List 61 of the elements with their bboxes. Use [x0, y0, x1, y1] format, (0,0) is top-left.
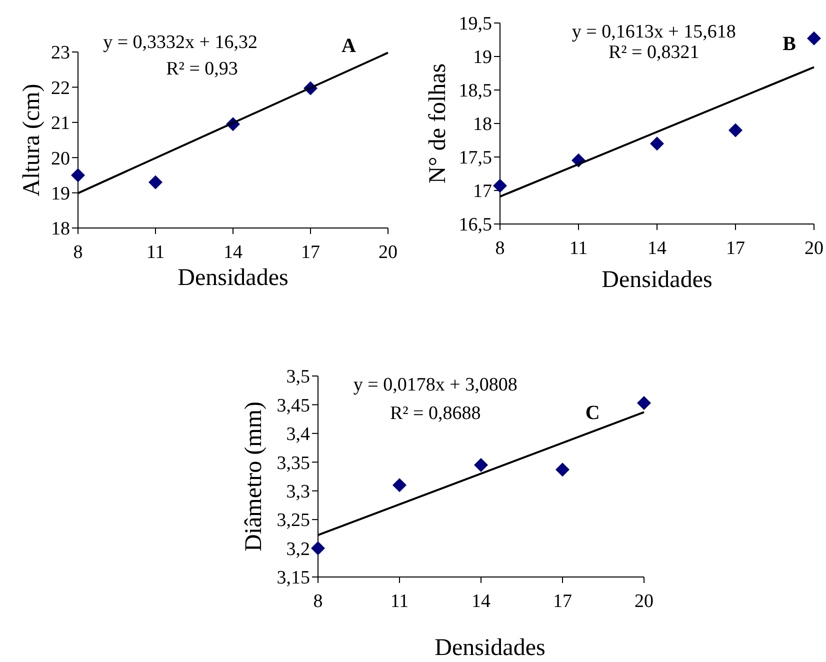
x-tick-label: 17	[553, 591, 572, 612]
y-tick-label: 19	[473, 47, 492, 68]
x-axis-title: Densidades	[602, 267, 712, 293]
annotation: B	[782, 33, 796, 56]
x-tick-label: 8	[495, 238, 505, 259]
y-axis-title: Altura (cm)	[18, 84, 45, 196]
y-axis-title: Diâmetro (mm)	[240, 402, 267, 552]
y-tick-label: 3,25	[276, 510, 310, 532]
point	[474, 458, 488, 472]
annotation: y = 0,0178x + 3,0808	[353, 374, 518, 396]
x-tick-label: 11	[146, 242, 165, 263]
point	[556, 462, 570, 477]
annotation: R² = 0,93	[166, 58, 238, 80]
point	[392, 478, 406, 492]
y-tick-label: 3,2	[286, 538, 310, 560]
annotation: y = 0,1613x + 15,618	[572, 22, 736, 43]
y-tick-label: 18	[51, 218, 70, 240]
y-tick-label: 19,5	[458, 14, 492, 35]
annotation: R² = 0,8321	[608, 42, 700, 63]
y-axis-title: N° de folhas	[424, 63, 451, 184]
x-axis-title: Densidades	[434, 635, 546, 661]
x-tick-label: 14	[648, 238, 667, 259]
y-tick-label: 17,5	[458, 148, 492, 169]
y-tick-label: 17	[473, 181, 492, 202]
y-tick-label: 23	[51, 42, 70, 64]
y-tick-label: 3,3	[286, 482, 310, 503]
annotation: A	[342, 34, 356, 57]
y-tick-label: 3,5	[286, 366, 310, 388]
y-tick-label: 3,4	[286, 424, 310, 446]
annotation: C	[585, 402, 600, 424]
x-tick-label: 20	[378, 242, 398, 263]
x-tick-label: 14	[224, 242, 243, 263]
x-tick-label: 11	[390, 591, 409, 612]
y-tick-label: 20	[51, 148, 70, 170]
x-tick-label: 20	[804, 238, 824, 259]
y-tick-label: 18,5	[458, 80, 492, 102]
x-tick-label: 17	[726, 238, 745, 259]
x-tick-label: 8	[73, 242, 83, 263]
point	[311, 541, 325, 556]
point	[637, 396, 651, 410]
x-tick-label: 11	[569, 238, 588, 259]
point	[493, 178, 507, 193]
x-axis-title: Densidades	[178, 265, 288, 291]
x-tick-label: 14	[472, 591, 491, 612]
point	[650, 136, 664, 151]
annotation: R² = 0,8688	[390, 402, 481, 424]
x-tick-label: 20	[634, 591, 654, 612]
y-tick-label: 3,15	[276, 568, 310, 589]
point	[807, 31, 821, 46]
point	[728, 123, 742, 138]
y-tick-label: 21	[51, 113, 70, 134]
y-tick-label: 19	[51, 183, 70, 204]
x-tick-label: 8	[313, 591, 323, 612]
y-tick-label: 3,35	[276, 452, 310, 474]
y-tick-label: 16,5	[458, 214, 492, 236]
annotation: y = 0,3332x + 16,32	[103, 32, 258, 54]
point	[71, 168, 85, 182]
point	[148, 175, 162, 190]
y-tick-label: 22	[51, 78, 70, 99]
y-tick-label: 18	[473, 114, 492, 136]
y-tick-label: 3,45	[276, 395, 310, 416]
